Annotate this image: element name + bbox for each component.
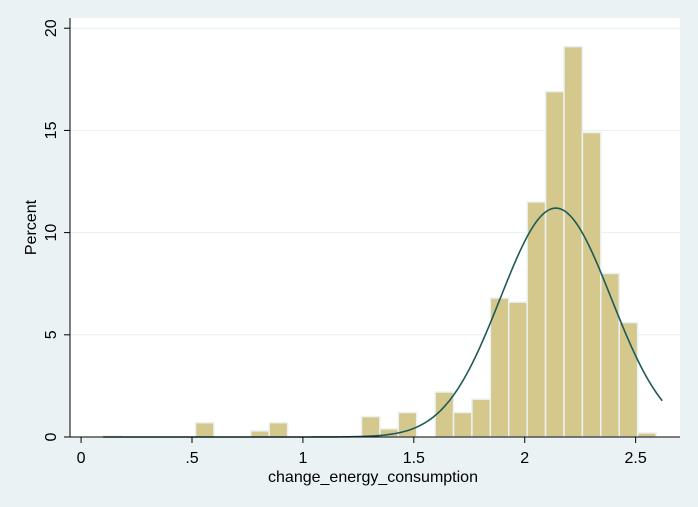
histogram-bar-16 <box>600 272 620 438</box>
x-tick-label-0: 0 <box>77 450 86 467</box>
y-axis-title: Percent <box>23 199 40 255</box>
axes <box>64 18 680 443</box>
x-tick-label-2: 1 <box>298 450 307 467</box>
y-tick-label-1: 5 <box>43 330 60 339</box>
y-tick-label-3: 15 <box>43 121 60 139</box>
histogram-bar-12 <box>526 201 547 438</box>
histogram-bar-13 <box>544 90 565 438</box>
histogram-bar-2 <box>250 430 270 438</box>
x-tick-label-1: .5 <box>185 450 198 467</box>
histogram-bar-8 <box>452 411 473 438</box>
histogram-bar-3 <box>268 421 289 438</box>
histogram-bar-6 <box>397 411 418 438</box>
histogram-bar-4 <box>360 415 381 438</box>
histogram-bar-1 <box>194 421 215 438</box>
histogram-bar-14 <box>563 45 584 438</box>
y-tick-label-0: 0 <box>43 432 60 441</box>
histogram-bar-15 <box>581 131 602 438</box>
x-tick-label-4: 2 <box>520 450 529 467</box>
tick-labels: 0 .5 1 1.5 2 2.5 0 5 10 15 20 <box>43 19 647 467</box>
histogram-bar-18 <box>636 432 657 438</box>
x-axis-title: change_energy_consumption <box>268 469 478 486</box>
x-tick-label-5: 2.5 <box>625 450 647 467</box>
x-tick-label-3: 1.5 <box>403 450 425 467</box>
y-tick-label-2: 10 <box>43 224 60 242</box>
y-tick-label-4: 20 <box>43 19 60 37</box>
histogram-bar-10 <box>489 297 510 438</box>
histogram-bar-9 <box>471 398 492 438</box>
histogram-bar-11 <box>508 301 528 438</box>
